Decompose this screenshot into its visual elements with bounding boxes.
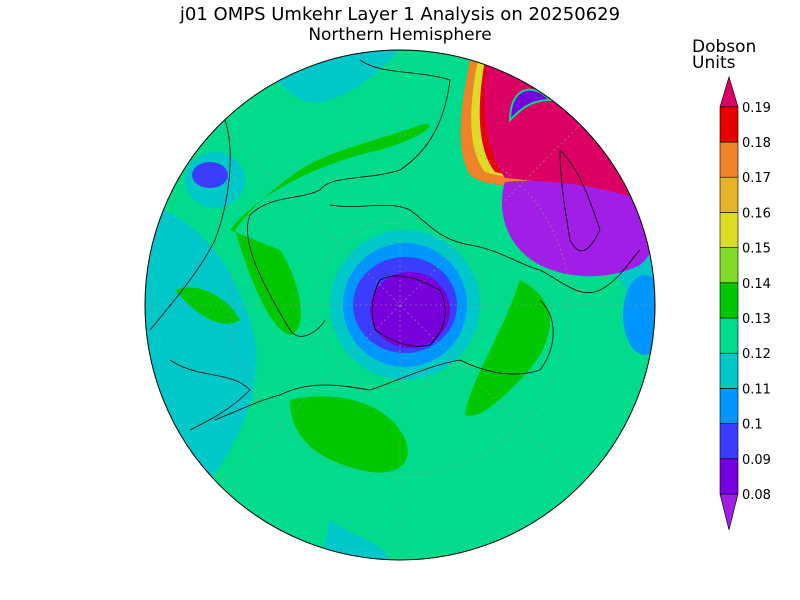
colorbar-label: 0.1 [742,418,763,433]
colorbar-label: 0.15 [742,242,771,257]
map-title: j01 OMPS Umkehr Layer 1 Analysis on 2025… [179,4,620,25]
colorbar-label: 0.18 [742,136,771,151]
field-low [370,272,450,348]
colorbar-label: 0.13 [742,312,771,327]
colorbar-label: 0.11 [742,382,771,397]
colorbar-band [719,141,739,178]
colorbar-band [719,176,739,213]
colorbar-label: 0.17 [742,171,771,186]
colorbar-band [719,352,739,389]
field-green [175,287,240,324]
colorbar-band [719,423,739,460]
colorbar-end [719,75,739,108]
colorbar-label: 0.08 [742,488,771,503]
colorbar-band [719,247,739,284]
map-border [144,49,656,561]
colorbar-band [719,388,739,424]
field-blue [623,275,655,355]
colorbar-label: 0.14 [742,277,771,292]
field-green [230,124,430,335]
coastline [247,59,451,337]
colorbar-band [719,106,739,143]
longitude-lines [145,50,655,560]
colorbar-label: 0.09 [742,453,771,468]
colorbar-band [719,212,739,248]
colorbar-label: 0.16 [742,206,771,221]
map-subtitle: Northern Hemisphere [308,25,491,45]
coastline [559,149,601,252]
colorbar-band [719,317,739,354]
coastline [214,299,554,421]
field-green [465,280,550,416]
coastline [329,204,641,294]
coastline [371,275,446,347]
coastline [149,119,251,431]
colorbar-band [719,282,739,319]
colorbar-label: 0.12 [742,347,771,362]
colorbar-label: 0.19 [742,101,771,116]
colorbar-band [719,458,739,495]
colorbar-title: Units [692,53,736,73]
colorbar-title: Dobson [692,37,756,57]
field-green [290,396,408,473]
field-blue [192,162,228,188]
field-low [508,88,553,123]
field-low [501,180,654,277]
